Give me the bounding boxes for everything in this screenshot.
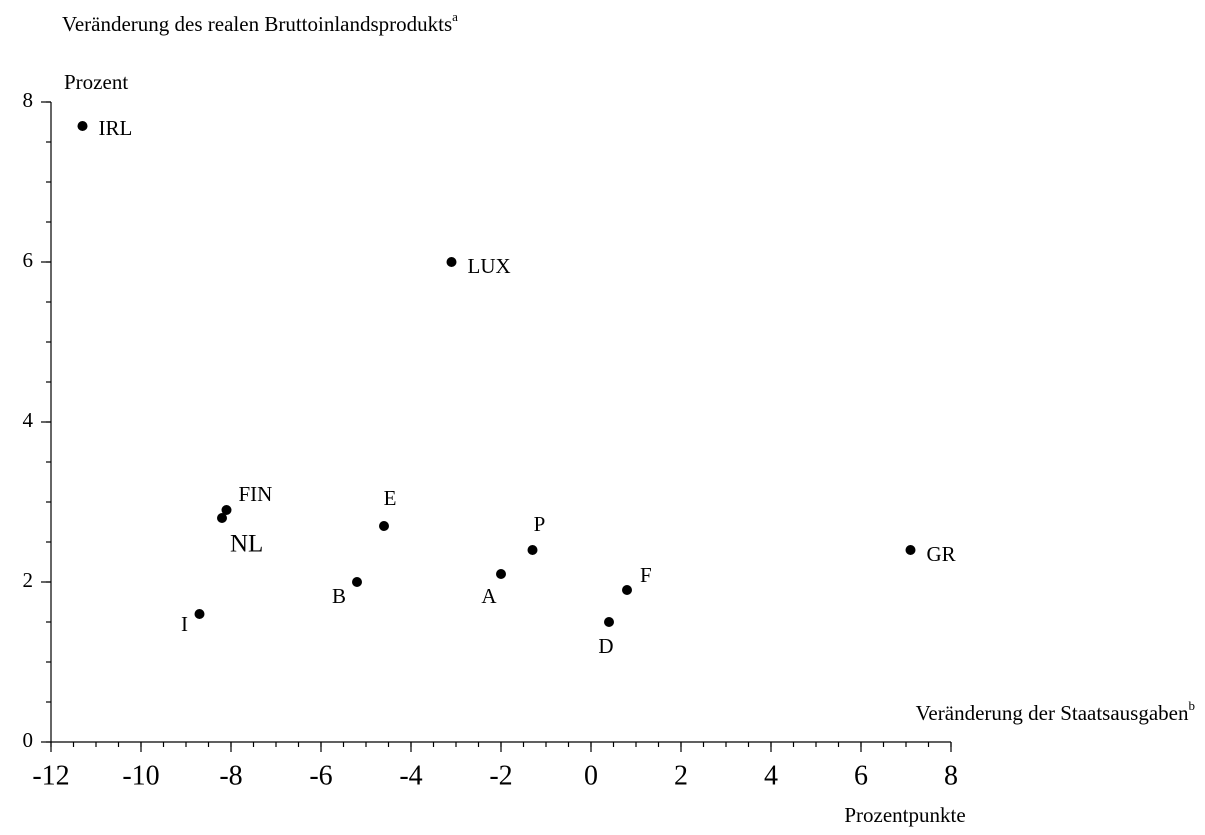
y-axis-label: Prozent	[64, 70, 128, 94]
point-label: I	[181, 612, 188, 636]
x-tick-label: -6	[309, 760, 332, 791]
point	[77, 121, 88, 131]
x-label-superscript: b	[1189, 698, 1196, 713]
x-tick-label: -2	[489, 760, 512, 791]
point	[905, 545, 916, 555]
point	[221, 505, 232, 515]
x-tick-label: 8	[944, 760, 958, 791]
y-tick-label: 4	[23, 408, 34, 432]
y-tick-label: 6	[23, 248, 34, 272]
point-label: A	[481, 584, 497, 608]
chart-title: Veränderung des realen Bruttoinlandsprod…	[62, 9, 458, 36]
x-tick-label: 2	[674, 760, 688, 791]
point	[352, 577, 362, 587]
point	[527, 545, 538, 555]
x-tick-label: 0	[584, 760, 598, 791]
point	[496, 569, 506, 579]
point	[622, 585, 632, 595]
x-tick-label: -8	[219, 760, 242, 791]
point-label: E	[384, 486, 397, 510]
point	[217, 513, 227, 523]
x-tick-label: 6	[854, 760, 868, 791]
point	[194, 609, 205, 619]
x-axis-label: Veränderung der Staatsausgabenb	[916, 698, 1195, 725]
point	[379, 521, 389, 531]
point-label: LUX	[468, 254, 511, 278]
point-label: F	[640, 563, 652, 587]
x-tick-label: -4	[399, 760, 422, 791]
point-label: B	[332, 584, 346, 608]
x-tick-label: -10	[122, 760, 159, 791]
point-label: FIN	[239, 482, 273, 506]
title-superscript: a	[452, 9, 458, 24]
point-label: NL	[230, 531, 263, 558]
point-label: GR	[927, 542, 956, 566]
x-tick-label: 4	[764, 760, 778, 791]
point-label: IRL	[99, 116, 133, 140]
point	[604, 617, 614, 627]
y-tick-label: 2	[23, 568, 34, 592]
y-tick-label: 0	[23, 728, 34, 752]
point	[446, 257, 457, 267]
x-tick-label: -12	[32, 760, 69, 791]
x-label-text: Veränderung der Staatsausgaben	[916, 701, 1189, 725]
y-tick-label: 8	[23, 88, 34, 112]
point-label: P	[534, 512, 546, 536]
x-unit-label: Prozentpunkte	[844, 803, 965, 827]
title-text: Veränderung des realen Bruttoinlandsprod…	[62, 12, 452, 36]
point-label: D	[598, 634, 613, 658]
